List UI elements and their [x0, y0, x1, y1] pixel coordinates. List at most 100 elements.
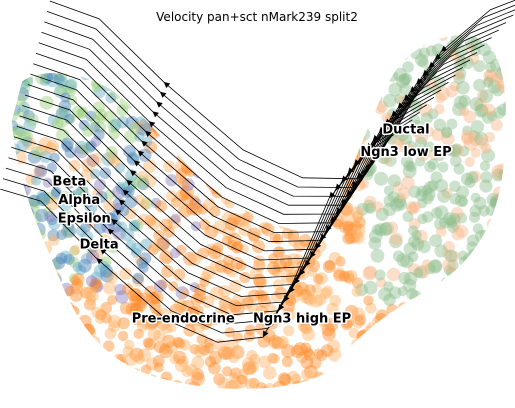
cell-point: [112, 226, 126, 240]
cell-point: [404, 140, 417, 154]
cell-point: [255, 305, 268, 319]
cell-point: [223, 254, 234, 266]
cell-point: [117, 39, 130, 51]
cell-point: [452, 69, 464, 81]
cell-point: [321, 285, 334, 298]
cell-point: [470, 315, 485, 330]
cell-point: [455, 225, 469, 239]
cell-point: [242, 357, 256, 371]
cell-point: [246, 72, 259, 84]
cell-point: [449, 180, 461, 192]
cell-point: [484, 69, 498, 83]
cell-point: [22, 314, 34, 325]
cluster-label: Epsilon: [58, 211, 111, 226]
cell-point: [380, 322, 393, 336]
streamline-arrowhead: [103, 238, 111, 245]
cell-point: [90, 277, 102, 289]
cell-point: [153, 229, 165, 241]
cell-point: [308, 181, 323, 196]
cell-point: [152, 85, 167, 100]
cell-point: [411, 126, 423, 138]
cell-point: [90, 271, 103, 284]
cell-point: [50, 300, 62, 311]
cell-point: [478, 344, 489, 355]
cell-point: [218, 346, 232, 360]
cell-point: [246, 121, 257, 132]
cell-point: [12, 237, 23, 249]
cell-point: [139, 69, 153, 84]
cell-point: [234, 374, 249, 389]
cell-point: [12, 186, 19, 198]
cell-point: [286, 370, 301, 385]
cell-point: [132, 274, 145, 287]
cell-point: [326, 376, 338, 388]
cell-point: [193, 344, 207, 358]
cell-point: [43, 207, 53, 217]
streamline-arrowhead: [156, 101, 163, 108]
cell-point: [297, 320, 310, 333]
cell-point: [126, 151, 139, 164]
cell-point: [361, 343, 374, 355]
cell-point: [444, 144, 455, 155]
cell-point: [490, 303, 504, 317]
velocity-streamline: [30, 44, 485, 243]
cell-point: [298, 155, 310, 167]
cell-point: [272, 168, 286, 182]
cell-point: [481, 381, 495, 389]
cell-point: [67, 387, 78, 389]
cell-point: [377, 58, 391, 72]
cell-point: [473, 98, 487, 112]
cell-point: [12, 109, 19, 123]
cell-point: [152, 355, 165, 367]
cell-point: [378, 287, 392, 301]
cell-point: [184, 387, 195, 389]
cell-point: [137, 177, 150, 191]
cell-point: [12, 143, 21, 155]
cell-point: [119, 301, 133, 315]
cell-point: [230, 367, 242, 379]
cell-point: [445, 379, 458, 389]
cell-point: [104, 189, 115, 201]
cell-point: [327, 348, 342, 362]
cell-point: [498, 298, 507, 311]
cell-point: [334, 363, 347, 377]
cell-point: [448, 343, 463, 357]
cell-point: [385, 382, 399, 389]
cell-point: [12, 51, 18, 62]
cell-point: [22, 110, 35, 122]
cell-point: [173, 58, 187, 72]
cell-point: [277, 372, 291, 386]
cell-point: [287, 253, 301, 266]
cell-point: [129, 368, 142, 380]
cell-point: [324, 318, 339, 332]
cell-point: [74, 394, 84, 404]
cell-point: [399, 83, 412, 96]
cell-point: [311, 283, 322, 294]
cell-point: [136, 257, 149, 269]
cell-point: [304, 284, 316, 296]
cell-point: [432, 360, 443, 371]
cell-point: [349, 220, 362, 233]
cell-point: [314, 97, 327, 109]
cell-point: [119, 267, 132, 280]
cell-point: [492, 106, 506, 120]
cell-point: [162, 63, 175, 76]
cell-point: [462, 125, 473, 136]
cell-point: [501, 323, 507, 337]
cell-point: [271, 72, 285, 86]
cell-point: [450, 219, 461, 231]
cell-point: [76, 187, 89, 201]
cell-point: [338, 270, 350, 282]
cell-point: [88, 278, 103, 293]
cell-point: [34, 165, 48, 178]
cell-point: [331, 136, 344, 150]
cell-point: [392, 181, 403, 192]
cell-point: [82, 124, 95, 137]
cell-point: [270, 353, 280, 364]
cell-point: [213, 373, 226, 386]
cell-point: [166, 111, 181, 126]
cell-point: [228, 299, 242, 313]
cell-point: [374, 103, 386, 115]
cell-point: [295, 121, 308, 134]
cell-point: [299, 83, 310, 94]
